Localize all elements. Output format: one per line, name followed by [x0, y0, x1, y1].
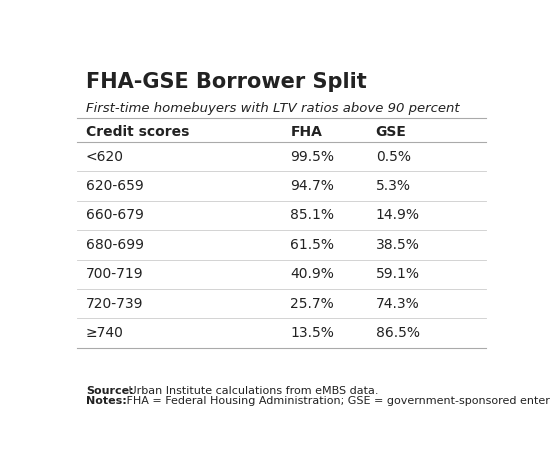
- Text: 700-719: 700-719: [86, 267, 144, 281]
- Text: Source:: Source:: [86, 386, 134, 396]
- Text: 85.1%: 85.1%: [290, 208, 334, 222]
- Text: 86.5%: 86.5%: [376, 326, 420, 340]
- Text: 0.5%: 0.5%: [376, 150, 411, 164]
- Text: GSE: GSE: [376, 125, 406, 139]
- Text: Urban Institute calculations from eMBS data.: Urban Institute calculations from eMBS d…: [125, 386, 379, 396]
- Text: 5.3%: 5.3%: [376, 179, 411, 193]
- Text: <620: <620: [86, 150, 124, 164]
- Text: 680-699: 680-699: [86, 238, 144, 252]
- Text: Notes:: Notes:: [86, 396, 126, 406]
- Text: FHA = Federal Housing Administration; GSE = government-sponsored enterprise; LTV: FHA = Federal Housing Administration; GS…: [123, 396, 550, 406]
- Text: 61.5%: 61.5%: [290, 238, 334, 252]
- Text: 40.9%: 40.9%: [290, 267, 334, 281]
- Text: 620-659: 620-659: [86, 179, 144, 193]
- Text: Credit scores: Credit scores: [86, 125, 189, 139]
- Text: 14.9%: 14.9%: [376, 208, 420, 222]
- Text: 660-679: 660-679: [86, 208, 144, 222]
- Text: 59.1%: 59.1%: [376, 267, 420, 281]
- Text: 38.5%: 38.5%: [376, 238, 420, 252]
- Text: FHA-GSE Borrower Split: FHA-GSE Borrower Split: [86, 72, 366, 92]
- Text: 25.7%: 25.7%: [290, 297, 334, 311]
- Text: FHA: FHA: [290, 125, 322, 139]
- Text: 720-739: 720-739: [86, 297, 144, 311]
- Text: 74.3%: 74.3%: [376, 297, 420, 311]
- Text: 99.5%: 99.5%: [290, 150, 334, 164]
- Text: First-time homebuyers with LTV ratios above 90 percent: First-time homebuyers with LTV ratios ab…: [86, 102, 459, 115]
- Text: 94.7%: 94.7%: [290, 179, 334, 193]
- Text: ≥740: ≥740: [86, 326, 124, 340]
- Text: 13.5%: 13.5%: [290, 326, 334, 340]
